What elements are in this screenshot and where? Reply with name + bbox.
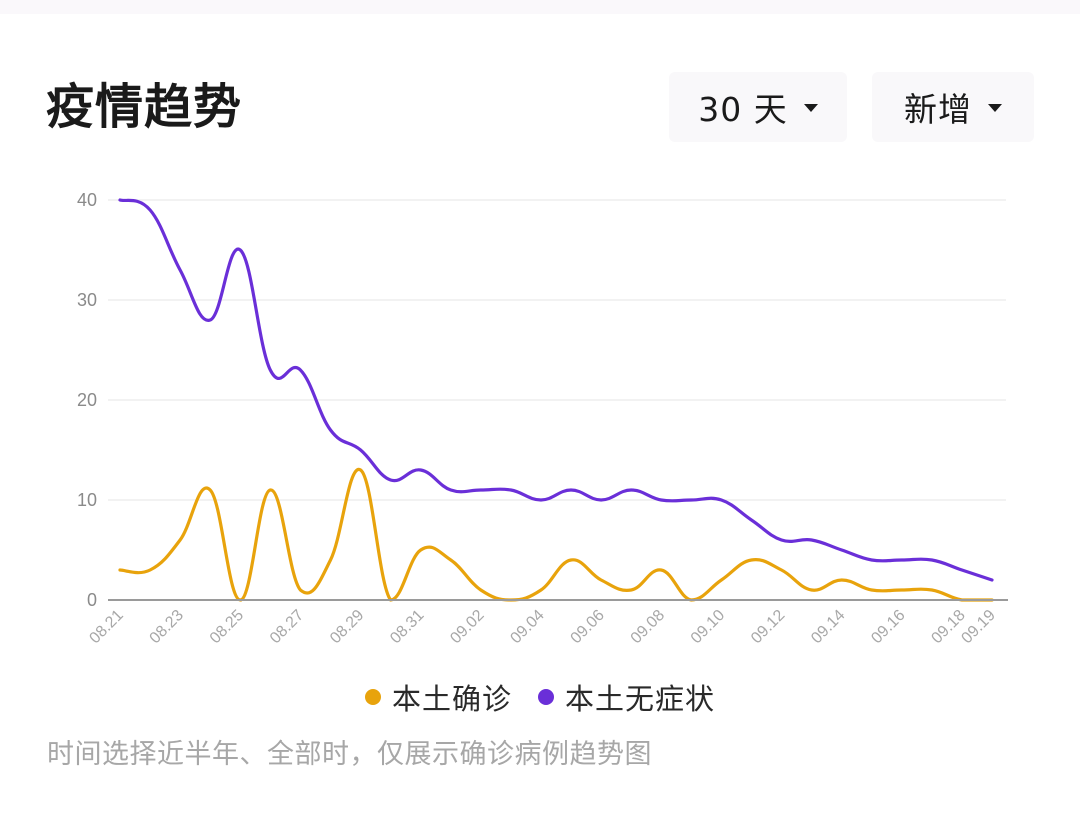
x-tick-label: 09.18 bbox=[928, 607, 968, 647]
series-line-local-asymptomatic bbox=[118, 198, 994, 582]
series-lines bbox=[118, 198, 994, 602]
legend-dot-icon bbox=[364, 689, 381, 705]
x-tick-label: 09.08 bbox=[628, 607, 668, 647]
caret-down-icon bbox=[803, 104, 818, 112]
x-tick-label: 09.04 bbox=[507, 607, 547, 647]
y-tick-label: 30 bbox=[77, 290, 97, 310]
series-line-local-confirmed bbox=[118, 468, 994, 602]
x-tick-label: 08.25 bbox=[207, 607, 247, 647]
range-dropdown-label: 30 天 bbox=[698, 90, 788, 129]
metric-dropdown-label: 新增 bbox=[904, 90, 972, 129]
chart-legend: 本土确诊 本土无症状 bbox=[0, 676, 1080, 718]
x-tick-label: 09.19 bbox=[958, 607, 998, 647]
y-tick-label: 10 bbox=[77, 490, 97, 510]
y-tick-label: 0 bbox=[87, 590, 97, 610]
x-tick-label: 08.23 bbox=[147, 607, 187, 647]
x-tick-label: 09.10 bbox=[688, 607, 728, 647]
x-tick-label: 09.14 bbox=[808, 607, 848, 647]
top-strip bbox=[0, 0, 1080, 14]
x-tick-label: 08.27 bbox=[267, 607, 307, 647]
legend-dot-icon bbox=[538, 689, 554, 705]
legend-item-local-confirmed[interactable]: 本土确诊 bbox=[364, 676, 512, 718]
x-tick-label: 08.29 bbox=[327, 607, 367, 647]
y-axis-ticks: 0 10 20 30 40 bbox=[77, 190, 97, 610]
x-tick-label: 09.16 bbox=[868, 607, 908, 647]
grid-lines bbox=[108, 199, 1006, 501]
caret-down-icon bbox=[988, 104, 1002, 112]
y-tick-label: 40 bbox=[77, 190, 97, 210]
chart-footnote: 时间选择近半年、全部时，仅展示确诊病例趋势图 bbox=[47, 739, 652, 770]
x-tick-label: 08.21 bbox=[86, 607, 126, 647]
x-tick-label: 09.06 bbox=[568, 607, 608, 647]
x-tick-label: 09.02 bbox=[447, 607, 487, 647]
metric-dropdown[interactable]: 新增 bbox=[872, 72, 1034, 142]
x-tick-label: 09.12 bbox=[748, 607, 788, 647]
range-dropdown[interactable]: 30 天 bbox=[669, 72, 847, 142]
y-tick-label: 20 bbox=[77, 390, 97, 410]
x-tick-label: 08.31 bbox=[387, 607, 427, 647]
legend-label: 本土无症状 bbox=[565, 682, 716, 716]
page-title: 疫情趋势 bbox=[46, 79, 243, 135]
legend-label: 本土确诊 bbox=[391, 682, 512, 716]
legend-item-local-asymptomatic[interactable]: 本土无症状 bbox=[538, 676, 715, 718]
x-axis-ticks: 08.21 08.23 08.25 08.27 08.29 08.31 09.02 09.04… bbox=[86, 607, 998, 647]
